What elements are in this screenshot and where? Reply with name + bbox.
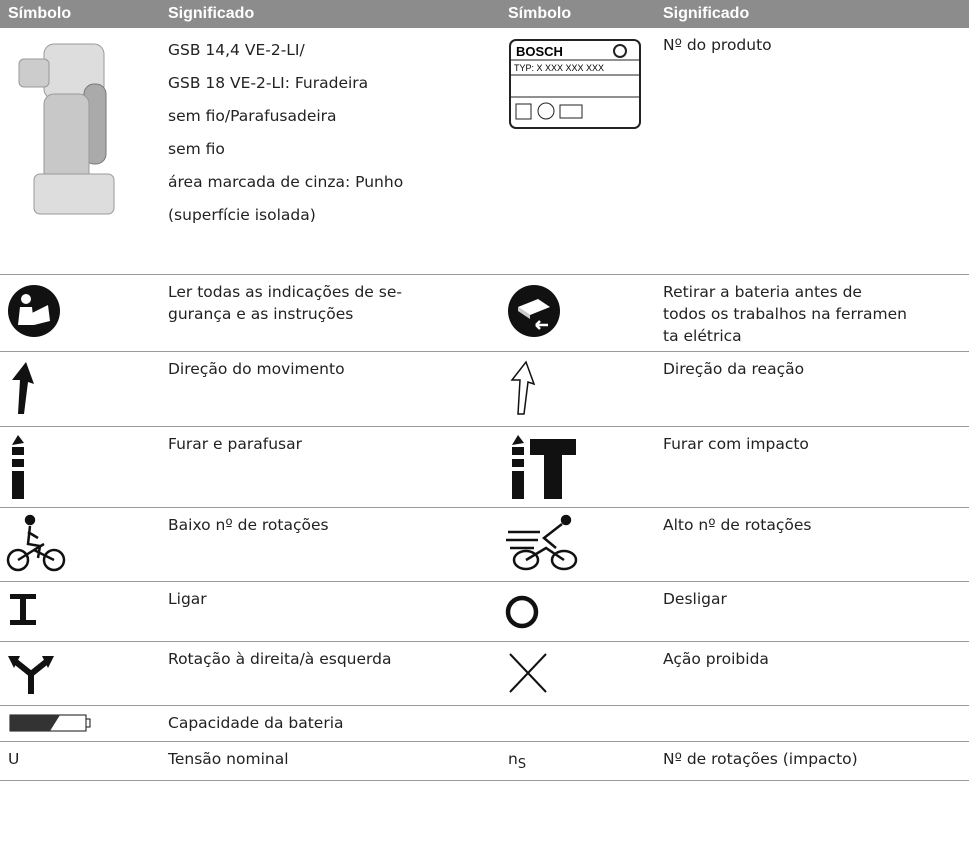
text-line: gurança e as instruções [168,304,354,323]
text-line: Ler todas as indicações de se- [168,282,402,301]
symbol-cell [0,426,160,508]
drill-icon [18,43,115,215]
header-cell: Símbolo [0,0,160,28]
symbol-cell [0,351,160,427]
header-row: Símbolo Significado Símbolo Significado [0,0,969,28]
text-line: Retirar a bateria antes de [663,282,862,301]
text-line: ta elétrica [663,326,742,345]
rotation-icon [8,655,54,694]
slow-cyclist-icon [6,514,66,571]
row: Rotação à direita/à esquerda Ação proibi… [0,641,969,706]
meaning-cell: Ligar [160,581,500,642]
symbol-cell [0,274,160,352]
meaning-cell: Nº de rotações (impacto) [655,741,969,781]
symbol-cell [0,28,160,275]
remove-battery-icon [508,284,560,337]
text-line: Tensão nominal [168,749,289,768]
meaning-cell: Retirar a bateria antes de todos os trab… [655,274,969,352]
symbol-cell [500,426,655,508]
meaning-cell: Capacidade da bateria [160,705,500,742]
text-line: Baixo nº de rotações [168,515,329,534]
row: GSB 14,4 VE-2-LI/ GSB 18 VE-2-LI: Furade… [0,28,969,275]
battery-icon [9,714,91,731]
symbol-cell [500,351,655,427]
text-line: área marcada de cinza: Punho [168,173,404,191]
row: Ligar Desligar [0,581,969,642]
header-cell: Significado [655,0,969,28]
symbol-subscript: S [517,756,527,772]
meaning-cell: Alto nº de rotações [655,507,969,582]
row: Capacidade da bateria [0,705,969,742]
prohibited-icon [509,652,547,693]
meaning-cell: Ler todas as indicações de se- gurança e… [160,274,500,352]
meaning-cell: Direção do movimento [160,351,500,427]
movement-arrow-icon [12,361,34,414]
text-line: Direção da reação [663,359,805,378]
fast-cyclist-icon [506,514,578,570]
symbol-cell: nS [500,741,655,781]
type-line: TYP: X XXX XXX XXX [514,63,604,73]
header-cell: Significado [160,0,500,28]
row: Furar e parafusar Furar com impacto [0,426,969,508]
impact-drill-icon [512,434,576,499]
text-line: Rotação à direita/à esquerda [168,649,392,668]
symbol-cell [0,641,160,706]
row: U Tensão nominal nS Nº de rotações (impa… [0,741,969,781]
meaning-cell [655,705,969,742]
symbol-cell [500,641,655,706]
meaning-cell: Furar com impacto [655,426,969,508]
text-line: Nº do produto [663,36,772,54]
text-line: Desligar [663,589,727,608]
symbol-text: U [8,749,20,768]
text-line: Nº de rotações (impacto) [663,749,858,768]
header-cell: Símbolo [500,0,655,28]
meaning-cell: Rotação à direita/à esquerda [160,641,500,706]
text-line: Ação proibida [663,649,769,668]
meaning-cell: GSB 14,4 VE-2-LI/ GSB 18 VE-2-LI: Furade… [160,28,500,275]
meaning-cell: Tensão nominal [160,741,500,781]
text-line: GSB 14,4 VE-2-LI/ [168,41,305,59]
symbol-cell [0,705,160,742]
row: Direção do movimento Direção da reação [0,351,969,427]
meaning-cell: Baixo nº de rotações [160,507,500,582]
text-line: (superfície isolada) [168,206,316,224]
nameplate-icon: BOSCH TYP: X XXX XXX XXX [509,39,641,129]
text-line: Ligar [168,589,207,608]
row: Ler todas as indicações de se- gurança e… [0,274,969,352]
symbol-cell: U [0,741,160,781]
meaning-cell: Furar e parafusar [160,426,500,508]
on-icon [10,593,36,625]
meaning-cell: Desligar [655,581,969,642]
text-line: Alto nº de rotações [663,515,812,534]
meaning-cell: Direção da reação [655,351,969,427]
drill-bit-icon [12,434,24,499]
symbol-cell [500,507,655,582]
text-line: Capacidade da bateria [168,713,344,732]
row: Baixo nº de rotações Alto nº de rotações [0,507,969,582]
brand: BOSCH [516,44,563,59]
text-line: Furar com impacto [663,434,809,453]
meaning-cell: Ação proibida [655,641,969,706]
symbol-cell [0,507,160,582]
symbol-cell [500,581,655,642]
symbol-cell: BOSCH TYP: X XXX XXX XXX [500,28,655,275]
symbol-table: Símbolo Significado Símbolo Significado … [0,0,969,781]
text-line: GSB 18 VE-2-LI: Furadeira [168,74,369,92]
text-line: sem fio/Parafusadeira [168,107,337,125]
text-line: Direção do movimento [168,359,345,378]
symbol-cell [500,274,655,352]
reaction-arrow-icon [510,359,536,415]
off-icon [505,595,539,628]
read-manual-icon [8,284,60,337]
symbol-cell [500,705,655,742]
text-line: sem fio [168,140,225,158]
text-line: todos os trabalhos na ferramen [663,304,907,323]
symbol-cell [0,581,160,642]
symbol-text: n [508,749,518,768]
text-line: Furar e parafusar [168,434,302,453]
meaning-cell: Nº do produto [655,28,969,275]
